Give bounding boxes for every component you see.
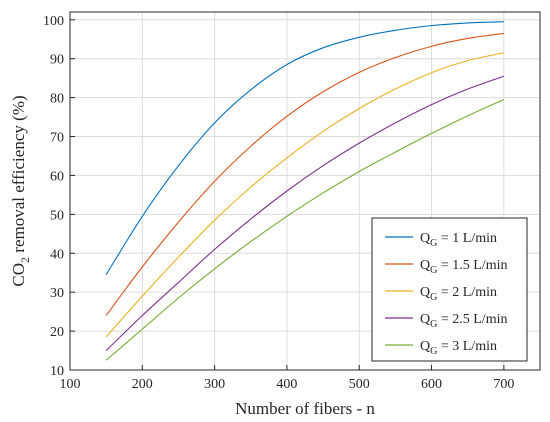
x-tick-label: 300 xyxy=(204,377,225,392)
legend-label-prefix: Q xyxy=(420,285,430,300)
legend-label-sub: G xyxy=(430,265,437,276)
y-tick-label: 90 xyxy=(50,53,64,68)
x-tick-label: 200 xyxy=(132,377,153,392)
series-line-5 xyxy=(105,99,505,361)
x-tick-label: 100 xyxy=(60,377,81,392)
legend-item: QG = 1.5 L/min xyxy=(385,258,507,276)
legend-label-sub: G xyxy=(430,346,437,357)
y-tick-label: 60 xyxy=(50,169,64,184)
legend-label-sub: G xyxy=(430,292,437,303)
legend-label-prefix: Q xyxy=(420,312,430,327)
legend-label-prefix: Q xyxy=(420,258,430,273)
grid-lines xyxy=(69,12,540,371)
series-line-1 xyxy=(105,21,504,275)
series-line-4 xyxy=(105,75,505,351)
legend-label: QG = 1 L/min xyxy=(420,231,497,249)
y-tick-label: 100 xyxy=(43,14,64,29)
y-tick-label: 50 xyxy=(50,208,64,223)
legend-label-prefix: Q xyxy=(420,231,430,246)
legend-item: QG = 1 L/min xyxy=(385,231,497,249)
series-line-3 xyxy=(105,52,504,338)
series-line-2 xyxy=(105,32,504,316)
legend-label-suffix: = 1 L/min xyxy=(437,231,497,246)
y-tick-label: 20 xyxy=(50,325,64,340)
y-axis-label-main: CO xyxy=(9,263,28,287)
legend-label: QG = 2.5 L/min xyxy=(420,312,507,330)
y-tick-label: 80 xyxy=(50,92,64,107)
plot-area-frame xyxy=(69,11,541,371)
legend-label-suffix: = 2.5 L/min xyxy=(437,312,507,327)
x-tick-label: 700 xyxy=(493,377,514,392)
legend-label: QG = 2 L/min xyxy=(420,285,497,303)
legend-item: QG = 2.5 L/min xyxy=(385,312,507,330)
y-axis-ticks: 10 20 30 40 50 60 70 80 90 100 xyxy=(43,14,75,379)
y-axis-label-rest: removal efficiency (%) xyxy=(9,95,28,257)
legend-label-suffix: = 1.5 L/min xyxy=(437,258,507,273)
legend-label-sub: G xyxy=(430,319,437,330)
legend-label-suffix: = 2 L/min xyxy=(437,285,497,300)
legend-label: QG = 1.5 L/min xyxy=(420,258,507,276)
legend-label-prefix: Q xyxy=(420,339,430,354)
x-axis-label: Number of fibers - n xyxy=(235,399,375,418)
legend-label-sub: G xyxy=(430,238,437,249)
legend-label: QG = 3 L/min xyxy=(420,339,497,357)
y-tick-label: 30 xyxy=(50,286,64,301)
y-tick-label: 40 xyxy=(50,247,64,262)
y-tick-label: 10 xyxy=(50,364,64,379)
legend-item: QG = 2 L/min xyxy=(385,285,497,303)
y-tick-label: 70 xyxy=(50,131,64,146)
legend-label-suffix: = 3 L/min xyxy=(437,339,497,354)
y-axis-label: CO2 removal efficiency (%) xyxy=(9,95,32,286)
series-lines xyxy=(105,21,505,361)
y-axis-label-sub: 2 xyxy=(18,257,32,263)
legend-box xyxy=(371,217,528,362)
legend-item: QG = 3 L/min xyxy=(385,339,497,357)
x-tick-label: 600 xyxy=(421,377,442,392)
x-tick-label: 500 xyxy=(349,377,370,392)
x-axis-ticks: 100 200 300 400 500 600 700 xyxy=(60,365,514,392)
x-tick-label: 400 xyxy=(276,377,297,392)
